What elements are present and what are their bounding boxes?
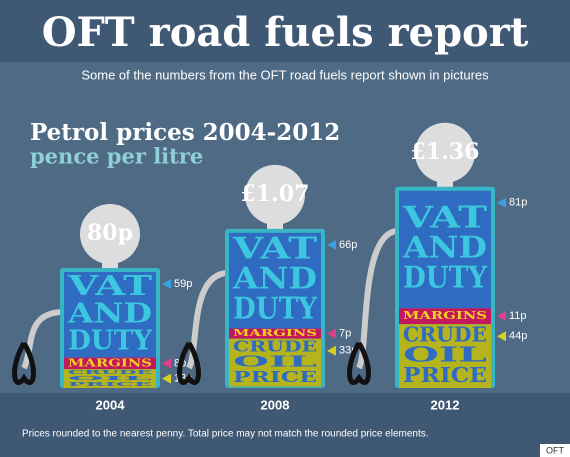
label-arrow [162,358,171,369]
segment-label: DUTY [68,325,153,356]
segment [229,328,321,339]
label-arrow [497,311,506,322]
total-label: £1.36 [411,139,480,165]
segment-label: DUTY [233,292,318,327]
hose [356,227,400,370]
source-box [540,444,570,457]
footer-band [0,393,570,457]
segment-label: MARGINS [68,356,152,369]
segment-label: AND [232,262,317,297]
x-tick-label: 2012 [431,397,460,412]
unit-label: pence per litre [30,144,203,169]
segment-label: CRUDE [233,337,317,355]
label-arrow [327,239,336,250]
label-arrow [327,328,336,339]
x-tick-label: 2004 [96,397,126,412]
segment [229,232,321,329]
hose [21,309,65,370]
total-label: £1.07 [241,181,310,207]
x-tick-label: 2008 [261,397,290,412]
label-arrow [497,197,506,208]
nozzle [347,341,371,386]
segment-label: VAT [402,201,488,236]
subtitle: Some of the numbers from the OFT road fu… [81,67,489,82]
value-label: 66p [339,239,357,251]
source: OFT [546,445,564,455]
label-arrow [497,331,506,342]
label-arrow [162,279,171,289]
title-band [0,0,570,62]
value-label: 44p [509,330,527,342]
nozzle [12,341,36,386]
hose [186,269,230,370]
segment [64,272,156,358]
value-label: 59p [174,278,192,290]
segment-label: VAT [67,271,152,302]
segment [64,369,156,388]
segment-label: PRICE [403,363,487,387]
segment-label: MARGINS [403,309,487,322]
nozzle [177,341,201,386]
segment [399,308,491,325]
pump-head [415,122,475,183]
segment-label: PRICE [68,381,154,388]
total-label: 80p [87,220,133,246]
segment [64,357,156,370]
segment-label: MARGINS [233,328,317,339]
value-label: 7p [339,328,351,340]
segment-label: OIL [233,353,318,371]
segment-label: PRICE [233,368,317,386]
segment-label: AND [402,231,487,266]
segment-label: VAT [232,232,318,267]
pump-head [245,164,305,225]
value-label: 81p [509,197,527,209]
segment-label: OIL [403,343,487,367]
label-arrow [162,373,171,384]
title: OFT road fuels report [42,9,529,56]
segment-label: AND [67,298,152,329]
segment [399,190,491,309]
segment-label: DUTY [403,261,488,296]
segment-label: OIL [68,375,158,382]
label-arrow [327,345,336,356]
segment-label: CRUDE [68,369,154,376]
value-label: 11p [509,310,527,322]
footnote: Prices rounded to the nearest penny. Tot… [22,429,429,440]
heading: Petrol prices 2004-2012 [30,119,340,146]
segment-label: CRUDE [403,322,487,346]
segment [229,338,321,387]
pump-head [80,204,140,264]
segment [399,324,491,388]
